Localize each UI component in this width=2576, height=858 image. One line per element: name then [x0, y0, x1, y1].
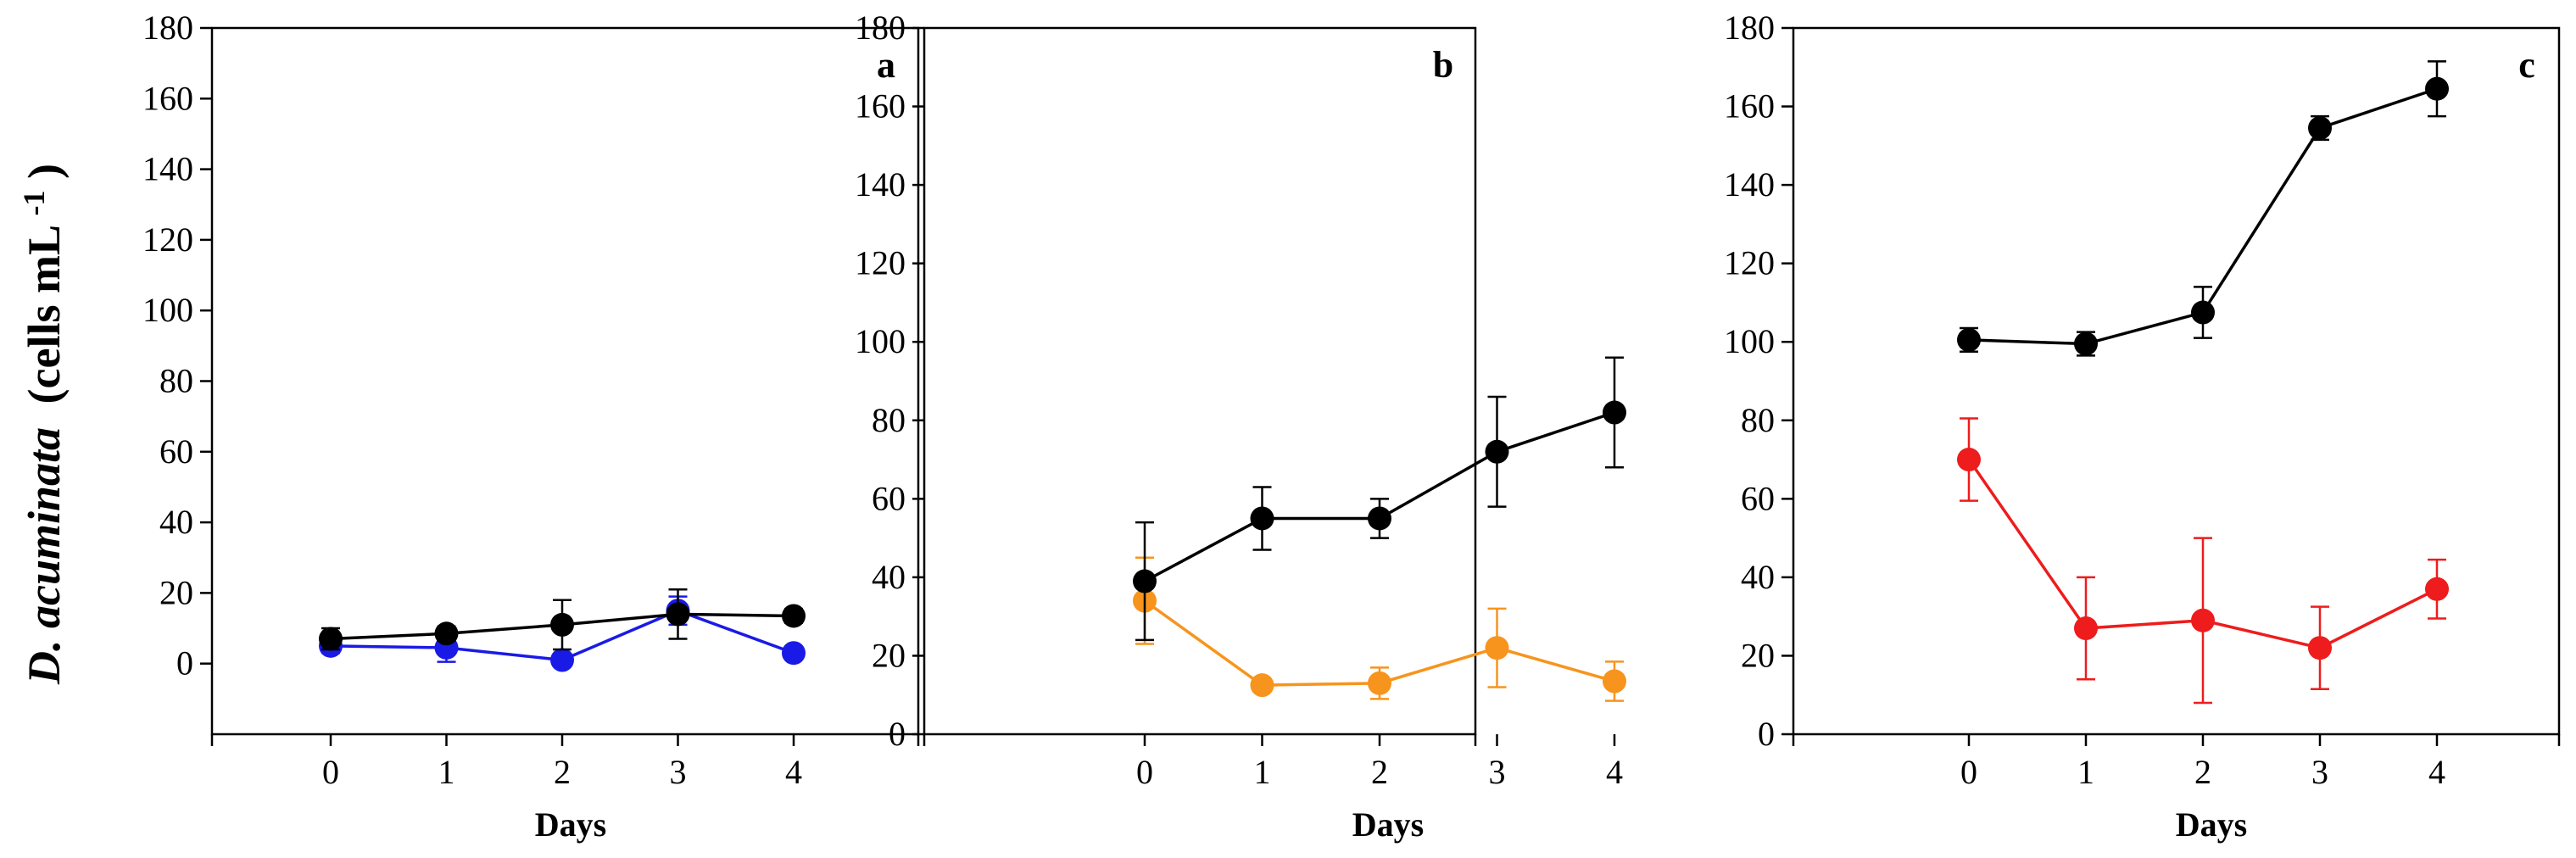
y-tick-label: 100 [1724, 322, 1775, 360]
y-tick-label: 80 [872, 401, 906, 439]
y-tick-label: 180 [1724, 8, 1775, 47]
data-point [2308, 636, 2332, 660]
y-tick-label: 140 [142, 150, 193, 188]
x-tick-label: 1 [1254, 753, 1271, 791]
x-tick-label: 2 [1371, 753, 1388, 791]
data-point [1603, 400, 1626, 425]
series-0 [1133, 356, 1626, 642]
x-tick-label: 1 [2077, 753, 2094, 791]
y-tick-label: 80 [159, 362, 193, 400]
x-tick-label: 4 [2428, 753, 2445, 791]
data-point [2074, 616, 2098, 641]
y-tick-label: 0 [889, 715, 906, 753]
y-tick-label: 60 [872, 479, 906, 517]
x-tick-label: 4 [1606, 753, 1623, 791]
data-point [2425, 76, 2449, 101]
y-axis-label-superscript: -1 [17, 190, 51, 215]
series-0 [1957, 60, 2449, 357]
y-tick-label: 100 [142, 291, 193, 329]
y-axis-label-species: D. acuminata [19, 427, 70, 685]
y-tick-label: 120 [1724, 244, 1775, 282]
x-tick-label: 1 [438, 753, 455, 791]
y-axis-label: D. acuminata (cells mL -1 ) [3, 164, 70, 685]
x-axis-label: Days [535, 805, 606, 844]
data-point [2191, 608, 2215, 632]
x-tick-label: 0 [1136, 753, 1153, 791]
x-axis-label: Days [2176, 805, 2247, 844]
x-tick-label: 0 [1960, 753, 1977, 791]
data-point [1957, 327, 1981, 352]
y-tick-label: 60 [1741, 479, 1775, 517]
plot-frame [923, 26, 1477, 736]
data-point [550, 612, 574, 637]
data-point [1133, 569, 1157, 593]
data-point [1250, 506, 1274, 531]
x-tick-label: 2 [554, 753, 571, 791]
panel-letter: b [1433, 44, 1453, 86]
y-tick-label: 80 [1741, 401, 1775, 439]
data-point [1485, 636, 1509, 660]
y-tick-label: 100 [855, 322, 906, 360]
panel-b: 0 20 40 60 80 100 120 140 160 180 0 1 2 3 4 Days b [855, 8, 1626, 844]
series-line [1144, 410, 1615, 583]
y-tick-label: 60 [159, 432, 193, 471]
y-axis-label-close: ) [19, 164, 70, 179]
x-tick-label: 3 [2311, 753, 2328, 791]
y-tick-label: 140 [1724, 165, 1775, 203]
y-tick-label: 0 [176, 644, 193, 682]
data-point [1603, 669, 1626, 694]
y-tick-label: 20 [872, 636, 906, 674]
data-point [1485, 439, 1509, 464]
y-tick-label: 40 [159, 503, 193, 541]
data-point [1957, 448, 1981, 472]
y-tick-label: 120 [142, 220, 193, 259]
data-point [666, 602, 690, 627]
data-point [1250, 673, 1274, 698]
data-point [2425, 577, 2449, 601]
y-tick-label: 160 [142, 79, 193, 117]
panel-c: 0 20 40 60 80 100 120 140 160 180 0 1 2 3 4 Days c [1724, 8, 2561, 844]
y-tick-label: 20 [159, 573, 193, 611]
y-tick-label: 140 [855, 165, 906, 203]
data-point [434, 621, 459, 646]
y-tick-label: 40 [872, 558, 906, 596]
y-tick-label: 120 [855, 244, 906, 282]
series-1 [1957, 417, 2449, 705]
series-0 [319, 588, 806, 651]
data-point [550, 648, 574, 672]
series-1 [1133, 556, 1626, 702]
y-tick-label: 160 [1724, 87, 1775, 125]
data-point [319, 627, 343, 651]
y-tick-label: 180 [855, 8, 906, 47]
y-tick-label: 180 [142, 8, 193, 47]
y-tick-label: 40 [1741, 558, 1775, 596]
panel-letter: a [877, 44, 895, 86]
data-point [782, 641, 806, 666]
data-point [1368, 506, 1391, 531]
data-point [782, 604, 806, 628]
x-tick-label: 3 [1489, 753, 1506, 791]
y-tick-label: 160 [855, 87, 906, 125]
x-axis-label: Days [1352, 805, 1424, 844]
x-tick-label: 2 [2194, 753, 2211, 791]
y-tick-label: 20 [1741, 636, 1775, 674]
y-tick-label: 0 [1758, 715, 1775, 753]
x-tick-label: 4 [785, 753, 802, 791]
data-point [1368, 671, 1391, 695]
data-point [2191, 300, 2215, 325]
plot-frame [1792, 26, 2561, 736]
data-point [2074, 332, 2098, 356]
panel-letter: c [2518, 44, 2535, 86]
x-tick-label: 0 [322, 753, 339, 791]
x-tick-label: 3 [670, 753, 687, 791]
panel-a: 0 20 40 60 80 100 120 140 160 180 0 1 2 3 4 Days a [142, 8, 920, 844]
y-axis-label-units: (cells mL [19, 226, 70, 404]
data-point [2308, 116, 2332, 141]
